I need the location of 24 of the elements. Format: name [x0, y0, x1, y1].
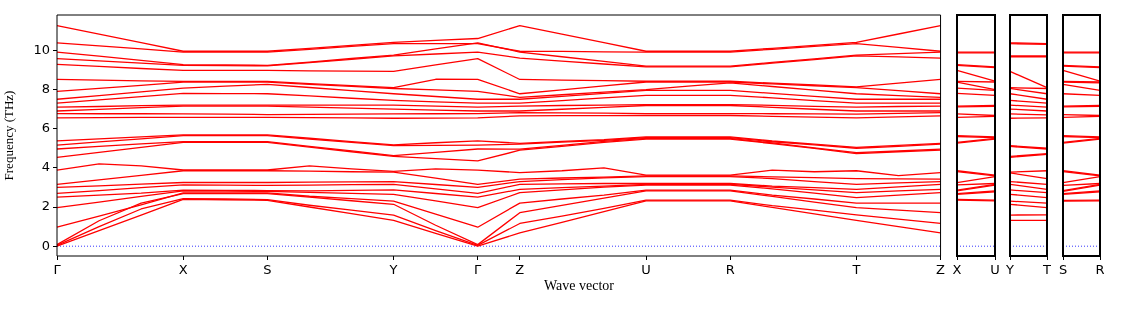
x-tick-label: Y	[1005, 262, 1015, 278]
x-tick-label: R	[1095, 262, 1105, 278]
x-tick-label: X	[952, 262, 962, 278]
x-tick-label: Z	[515, 262, 525, 278]
x-tick-label: Γ	[53, 262, 62, 278]
y-tick-label: 10	[33, 41, 50, 57]
x-tick-label: T	[851, 262, 861, 278]
x-tick-label: Y	[388, 262, 398, 278]
x-tick-label: Z	[936, 262, 946, 278]
y-tick-label: 2	[41, 198, 50, 214]
x-tick-label: X	[178, 262, 188, 278]
y-tick-label: 4	[41, 159, 50, 175]
x-tick-label: S	[1058, 262, 1068, 278]
x-tick-label: Γ	[474, 262, 483, 278]
x-tick-label: U	[641, 262, 651, 278]
y-tick-label: 8	[41, 80, 50, 96]
x-tick-label: T	[1042, 262, 1052, 278]
x-tick-label: R	[725, 262, 735, 278]
x-tick-label: U	[990, 262, 1000, 278]
y-tick-label: 0	[41, 237, 50, 253]
y-tick-label: 6	[41, 120, 50, 136]
x-tick-label: S	[263, 262, 272, 278]
x-axis-title: Wave vector	[543, 278, 615, 294]
y-axis-title: Frequency (THz)	[1, 90, 17, 181]
